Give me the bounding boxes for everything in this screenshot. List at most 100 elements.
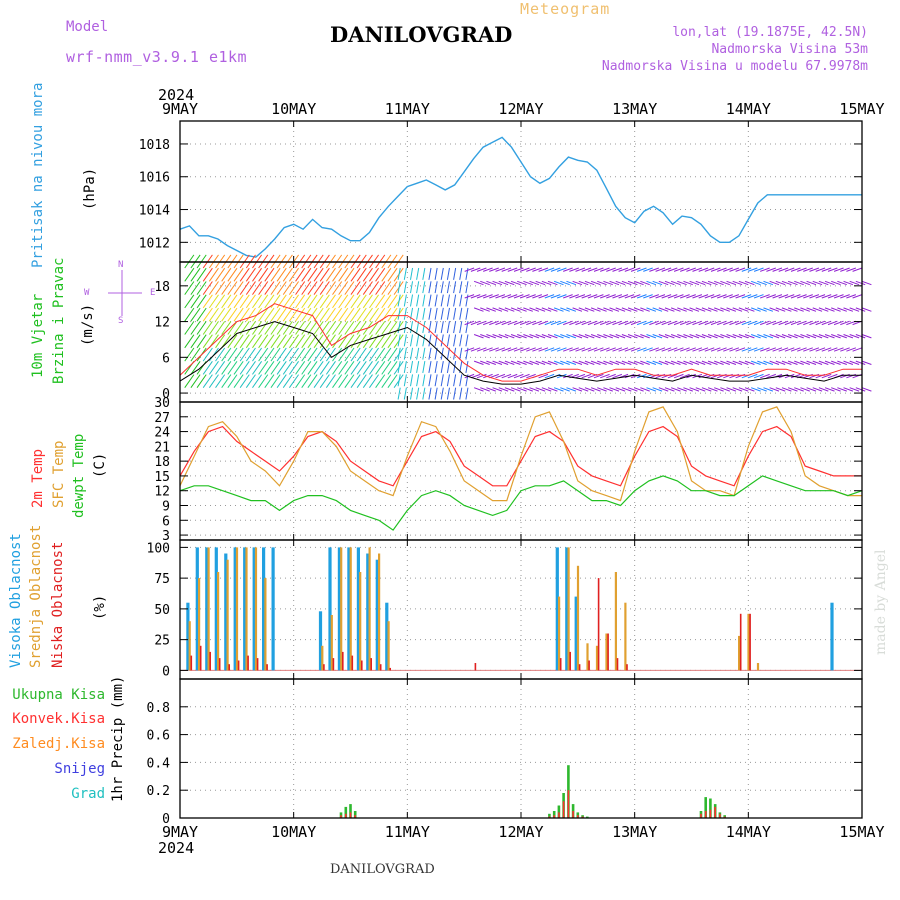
wind-barb	[609, 334, 620, 339]
wind-barb	[350, 281, 361, 295]
wind-barb	[523, 360, 533, 365]
wind-barb	[264, 307, 275, 322]
wind-barb	[295, 347, 306, 362]
wind-barb	[833, 267, 844, 272]
wind-barb	[276, 347, 287, 362]
wind-barb	[288, 361, 300, 375]
wind-barb	[202, 281, 213, 295]
wind-barb	[356, 361, 367, 375]
cloud-mid-bar	[340, 547, 343, 671]
wind-barb	[590, 280, 601, 286]
temp-dew-line	[179, 475, 863, 531]
wind-barb	[422, 321, 426, 334]
wind-barb	[584, 307, 595, 312]
wind-barb	[325, 307, 336, 322]
wind-barb	[800, 360, 810, 365]
model-label: Model	[66, 19, 109, 35]
wind-barb	[501, 347, 512, 352]
wind-barb	[416, 374, 420, 387]
precip-total-bar	[353, 811, 357, 818]
wind-barb	[794, 387, 804, 392]
wind-barb	[295, 281, 306, 295]
wind-barb	[239, 294, 250, 309]
day-label-bottom: 11MAY	[385, 823, 430, 841]
wind-barb	[723, 294, 733, 299]
wind-barb	[821, 294, 832, 299]
wind-barb	[338, 281, 349, 295]
wind-barb	[532, 320, 543, 326]
wind-barb	[227, 321, 238, 335]
wind-barb	[513, 267, 524, 272]
wind-barb	[643, 267, 653, 272]
wind-barb	[344, 294, 355, 309]
wind-barb	[781, 360, 792, 365]
wind-barb	[815, 267, 826, 272]
wind-barb	[815, 294, 826, 299]
wind-barb	[698, 294, 709, 299]
wind-barb	[698, 267, 709, 272]
wind-barb	[658, 307, 669, 312]
wind-barb	[498, 334, 509, 339]
wind-barb	[387, 321, 398, 335]
wind-barb	[741, 294, 752, 299]
cloud-low-bar	[578, 664, 581, 671]
wind-barb	[649, 347, 659, 352]
wind-barb	[215, 294, 226, 309]
wind-barb	[227, 281, 238, 295]
wind-barb	[541, 280, 552, 286]
wind-barb	[375, 307, 386, 322]
cloud-high-bar	[375, 559, 379, 671]
compass-n: N	[118, 260, 124, 270]
wind-barb	[288, 267, 300, 282]
wind-barb	[526, 347, 536, 352]
precip-conv-bar	[345, 813, 347, 818]
wind-barb	[766, 347, 776, 352]
wind-barb	[190, 334, 201, 349]
wind-barb	[239, 307, 250, 322]
wind-barb	[624, 320, 635, 326]
wind-barb	[288, 347, 300, 362]
wind-barb	[184, 294, 195, 309]
y-tick-label: 6	[162, 514, 170, 529]
wind-barb	[196, 281, 207, 295]
wind-barb	[397, 281, 401, 294]
wind-barb	[233, 347, 244, 362]
wind-barb	[855, 307, 866, 312]
wind-barb	[664, 307, 675, 312]
wind-barb	[840, 294, 850, 299]
wind-barb	[627, 387, 638, 392]
wind-barb	[492, 280, 503, 286]
cloud-mid-bar	[217, 572, 220, 671]
wind-barb	[769, 280, 780, 286]
wind-barb	[325, 294, 336, 309]
wind-barb	[338, 294, 349, 309]
wind-barb	[670, 334, 681, 339]
y-tick-label: 0.2	[147, 784, 170, 799]
wind-barb	[560, 307, 570, 312]
wind-barb	[498, 387, 509, 392]
wind-barb	[190, 374, 201, 388]
cloud-high-bar	[555, 547, 559, 671]
wind-barb	[270, 361, 281, 375]
wind-barb	[636, 320, 647, 326]
wind-barb	[553, 280, 564, 286]
wind-barb	[397, 307, 401, 320]
precip-conv-bar	[719, 813, 721, 818]
wind-barb	[634, 307, 644, 312]
wind-barb	[735, 294, 746, 299]
wind-barb	[843, 280, 854, 286]
wind-barb	[282, 361, 293, 375]
wind-barb	[403, 361, 407, 373]
wind-barb	[233, 374, 244, 388]
cloud-mid-bar	[586, 643, 589, 671]
wind-barb	[815, 347, 826, 352]
wind-barb	[319, 347, 330, 362]
wind-barb	[837, 307, 847, 312]
pressure-line	[179, 136, 862, 258]
wind-barb	[184, 334, 195, 349]
wind-barb	[215, 334, 226, 349]
wind-barb	[569, 267, 579, 272]
wind-barb	[824, 387, 835, 392]
wind-barb	[827, 373, 838, 379]
cloud-high-bar	[243, 547, 247, 671]
